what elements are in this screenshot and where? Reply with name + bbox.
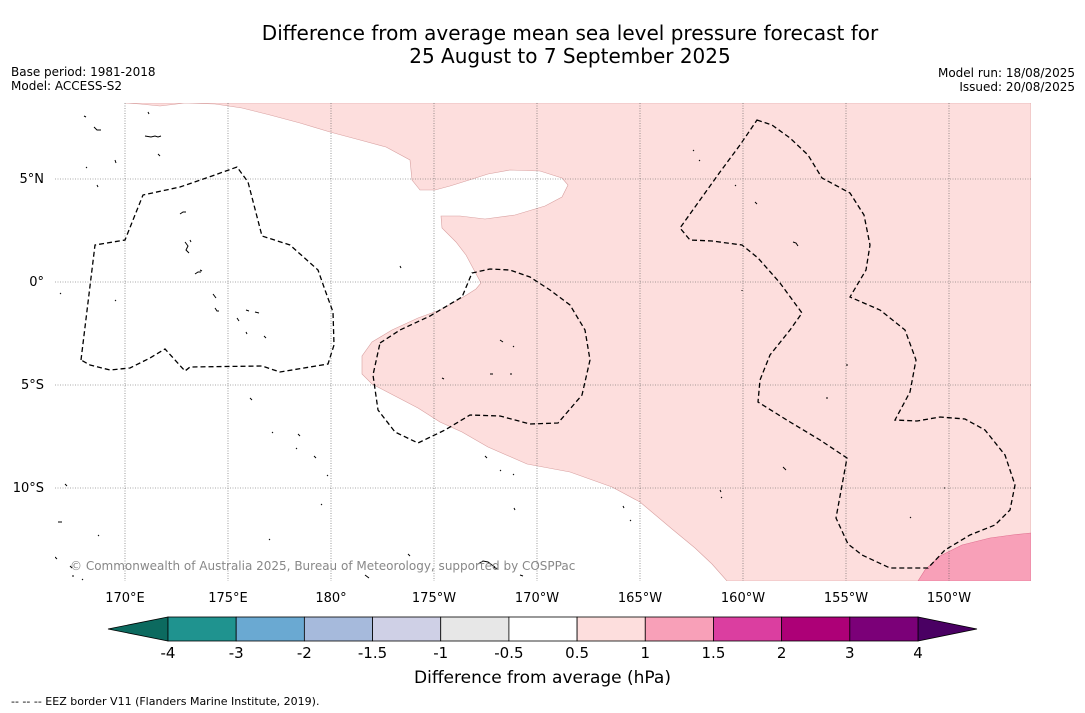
colorbar-segments (167, 616, 919, 642)
colorbar-segment (440, 616, 510, 642)
title-line-2: 25 August to 7 September 2025 (409, 44, 731, 68)
longitude-labels: 170°E 175°E 180° 175°W 170°W 165°W 160°W… (105, 591, 971, 606)
colorbar-extend-high (917, 616, 978, 642)
colorbar-tick-label: -3 (229, 644, 244, 662)
title-line-1: Difference from average mean sea level p… (261, 21, 879, 45)
colorbar-tick-label: 0.5 (565, 644, 589, 662)
map-area: © Commonwealth of Australia 2025, Bureau… (55, 103, 1031, 581)
colorbar-segment (372, 616, 442, 642)
colorbar-label: Difference from average (hPa) (414, 668, 671, 688)
lon-label-170w: 170°W (515, 591, 559, 606)
colorbar-extend-low (107, 616, 169, 642)
colorbar-tick-label: 4 (913, 644, 923, 662)
colorbar-tick-label: 1 (640, 644, 650, 662)
lat-label-10s: 10°S (13, 481, 44, 496)
colorbar-ticks: -4 -3 -2 -1.5 -1 -0.5 0.5 1 1.5 2 3 4 (161, 644, 923, 662)
colorbar-tick-label: -1.5 (358, 644, 387, 662)
eez-borders (80, 119, 1016, 569)
model-name: Model: ACCESS-S2 (11, 79, 123, 93)
colorbar-segment (303, 616, 373, 642)
map-copyright: © Commonwealth of Australia 2025, Bureau… (70, 559, 575, 573)
colorbar-segment (167, 616, 237, 642)
lon-label-175w: 175°W (412, 591, 456, 606)
graticule (55, 103, 1031, 581)
eez-border-central (372, 268, 591, 444)
eez-border-west (80, 166, 335, 373)
meta-left: Base period: 1981-2018 Model: ACCESS-S2 (11, 65, 156, 93)
colorbar-segment (781, 616, 851, 642)
colorbar-tick-label: -0.5 (494, 644, 523, 662)
colorbar-segment (235, 616, 305, 642)
colorbar-tick-label: -2 (297, 644, 312, 662)
colorbar: -4 -3 -2 -1.5 -1 -0.5 0.5 1 1.5 2 3 4 (107, 616, 978, 662)
colorbar-segment (849, 616, 919, 642)
lon-label-180: 180° (315, 591, 346, 606)
latitude-labels: 5°N 0° 5°S 10°S (13, 172, 44, 496)
anomaly-region-0-5-to-1 (124, 103, 1031, 581)
colorbar-segment (713, 616, 783, 642)
model-run: Model run: 18/08/2025 (937, 66, 1075, 80)
colorbar-tick-label: 2 (777, 644, 787, 662)
lon-label-150w: 150°W (927, 591, 971, 606)
eez-footnote: -- -- -- EEZ border V11 (Flanders Marine… (11, 695, 320, 708)
colorbar-tick-label: -1 (433, 644, 448, 662)
colorbar-segment (576, 616, 646, 642)
map-title: Difference from average mean sea level p… (0, 22, 1085, 68)
lon-label-170e: 170°E (105, 591, 145, 606)
lon-label-175e: 175°E (208, 591, 248, 606)
colorbar-segment (508, 616, 578, 642)
coastlines (55, 111, 945, 581)
colorbar-tick-label: 1.5 (702, 644, 726, 662)
lat-label-0: 0° (29, 275, 44, 290)
eez-border-east (679, 119, 1016, 569)
base-period: Base period: 1981-2018 (11, 65, 156, 79)
colorbar-tick-label: 3 (845, 644, 855, 662)
lon-label-165w: 165°W (618, 591, 662, 606)
lat-label-5n: 5°N (20, 172, 45, 187)
colorbar-segment (644, 616, 714, 642)
colorbar-tick-label: -4 (161, 644, 176, 662)
lat-label-5s: 5°S (21, 378, 44, 393)
issued-date: Issued: 20/08/2025 (959, 80, 1075, 94)
lon-label-155w: 155°W (824, 591, 868, 606)
lon-label-160w: 160°W (721, 591, 765, 606)
meta-right: Model run: 18/08/2025 Issued: 20/08/2025 (938, 66, 1075, 94)
